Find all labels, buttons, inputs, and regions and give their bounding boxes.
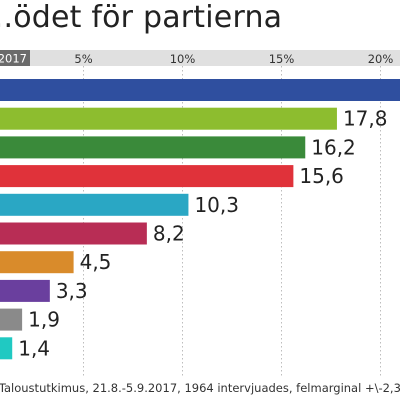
chart-title: ...ödet för partierna bbox=[0, 0, 283, 35]
bar bbox=[0, 279, 50, 302]
bar-value-label: 17,8 bbox=[343, 107, 388, 131]
x-tick-label: 10% bbox=[170, 52, 196, 66]
bar-value-label: 8,2 bbox=[153, 222, 185, 246]
axis-band bbox=[0, 50, 400, 66]
bar-value-label: 3,3 bbox=[56, 279, 88, 303]
bar bbox=[0, 251, 74, 274]
bar-value-label: 1,9 bbox=[28, 308, 60, 332]
bar bbox=[0, 308, 23, 331]
bar bbox=[0, 337, 13, 360]
bar bbox=[0, 222, 147, 245]
x-tick-label: 20% bbox=[368, 52, 394, 66]
bar bbox=[0, 136, 306, 159]
year-badge-label: 2017 bbox=[0, 52, 27, 66]
bar-value-label: 15,6 bbox=[299, 164, 344, 188]
bar-value-label: 16,2 bbox=[311, 135, 356, 159]
bar-value-label: 4,5 bbox=[80, 250, 112, 274]
x-tick-label: 15% bbox=[269, 52, 295, 66]
bar-value-label: 10,3 bbox=[194, 193, 239, 217]
x-tick-label: 5% bbox=[74, 52, 92, 66]
bar bbox=[0, 165, 294, 188]
year-badge bbox=[0, 50, 30, 66]
bar bbox=[0, 107, 337, 130]
source-note: /Taloustutkimus, 21.8.-5.9.2017, 1964 in… bbox=[0, 381, 400, 395]
bar-value-label: 1,4 bbox=[18, 336, 50, 360]
bar bbox=[0, 79, 400, 101]
bar bbox=[0, 193, 189, 216]
